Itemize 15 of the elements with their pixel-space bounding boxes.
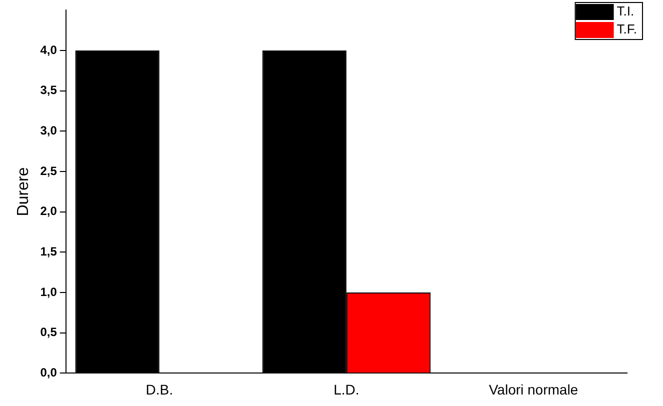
- y-axis-title: Durere: [15, 167, 32, 216]
- y-tick-label: 2,0: [40, 204, 58, 218]
- x-tick-label: L.D.: [334, 381, 360, 398]
- y-tick-label: 0,5: [40, 325, 58, 340]
- x-tick-label: D.B.: [146, 381, 174, 398]
- y-tick-label: 2,5: [40, 164, 58, 178]
- y-tick-label: 3,0: [40, 124, 58, 138]
- y-tick-label: 4,0: [40, 42, 58, 57]
- y-tick-label: 0,0: [40, 366, 58, 380]
- legend-label: T.F.: [616, 22, 638, 37]
- legend-label: T.I.: [616, 4, 634, 19]
- y-tick-label: 1,5: [40, 244, 58, 259]
- y-tick-label: 1,0: [40, 284, 58, 299]
- y-tick-label: 3,5: [40, 83, 58, 98]
- x-tick-label: Valori normale: [488, 381, 578, 398]
